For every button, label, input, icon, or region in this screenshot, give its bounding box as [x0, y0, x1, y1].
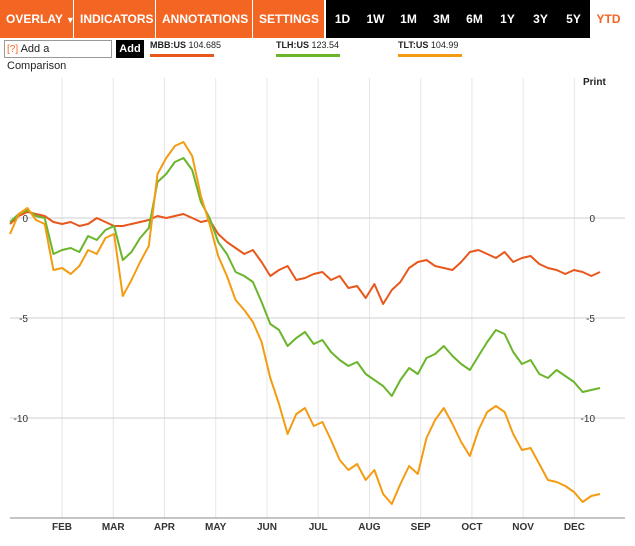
x-tick-label: JUL — [309, 522, 328, 533]
series-line-tlt-us — [9, 141, 601, 505]
x-tick-label: FEB — [52, 522, 72, 533]
settings-menu-label: SETTINGS — [259, 12, 320, 26]
legend-color-bar — [398, 54, 462, 57]
series-line-mbb-us — [9, 211, 601, 305]
y-tick-label-left: -10 — [14, 414, 29, 425]
x-tick-label: NOV — [512, 522, 534, 533]
x-tick-label: APR — [154, 522, 176, 533]
legend-color-bar — [150, 54, 214, 57]
overlay-menu-button[interactable]: OVERLAY ▼ — [0, 0, 75, 38]
x-tick-label: MAY — [205, 522, 227, 533]
range-1w-button[interactable]: 1W — [359, 0, 392, 38]
legend-item-tlh: TLH:US 123.54 — [276, 40, 340, 57]
y-tick-label-right: -10 — [581, 414, 596, 425]
annotations-menu-label: ANNOTATIONS — [162, 12, 249, 26]
legend-value: 104.99 — [430, 40, 459, 50]
legend-value: 104.685 — [188, 40, 222, 50]
range-1y-button[interactable]: 1Y — [491, 0, 524, 38]
legend-symbol: MBB:US — [150, 40, 186, 50]
chevron-down-icon: ▼ — [65, 15, 75, 25]
series-line-tlh-us — [9, 157, 601, 397]
range-6m-button[interactable]: 6M — [458, 0, 491, 38]
legend-color-bar — [276, 54, 340, 57]
legend-symbol: TLH:US — [276, 40, 309, 50]
range-3y-button[interactable]: 3Y — [524, 0, 557, 38]
add-comparison-input[interactable]: [?] Add a Comparison — [4, 40, 112, 72]
comparison-row: [?] Add a Comparison Add MBB:US 104.685 … — [0, 38, 635, 72]
print-link[interactable]: Print — [583, 77, 606, 88]
legend-item-mbb: MBB:US 104.685 — [150, 40, 222, 57]
range-3m-button[interactable]: 3M — [425, 0, 458, 38]
range-ytd-button[interactable]: YTD — [592, 0, 625, 38]
legend-value: 123.54 — [311, 40, 340, 50]
y-tick-label-left: 0 — [22, 214, 28, 225]
x-tick-label: MAR — [102, 522, 126, 533]
range-5y-button[interactable]: 5Y — [557, 0, 590, 38]
add-comparison-placeholder: Add a Comparison — [7, 43, 67, 72]
range-1m-button[interactable]: 1M — [392, 0, 425, 38]
x-tick-label: SEP — [411, 522, 431, 533]
annotations-menu-button[interactable]: ANNOTATIONS▼ — [156, 0, 260, 38]
x-tick-label: JUN — [257, 522, 277, 533]
legend-item-tlt: TLT:US 104.99 — [398, 40, 462, 57]
y-tick-label-right: -5 — [586, 314, 595, 325]
x-tick-label: OCT — [461, 522, 482, 533]
indicators-menu-label: INDICATORS — [80, 12, 154, 26]
add-comparison-button[interactable]: Add — [116, 40, 144, 58]
settings-menu-button[interactable]: SETTINGS▼ — [253, 0, 331, 38]
indicators-menu-button[interactable]: INDICATORS▼ — [74, 0, 165, 38]
range-1d-button[interactable]: 1D — [326, 0, 359, 38]
y-tick-label-left: -5 — [19, 314, 28, 325]
y-tick-label-right: 0 — [589, 214, 595, 225]
help-icon[interactable]: [?] — [7, 44, 19, 55]
x-tick-label: DEC — [564, 522, 585, 533]
line-chart: FEB MAR APR MAY JUN JUL AUG SEP OCT NOV DEC 0 0 -5 -5 -… — [9, 78, 625, 533]
x-tick-label: AUG — [358, 522, 380, 533]
legend-symbol: TLT:US — [398, 40, 429, 50]
chart-toolbar: OVERLAY▼ INDICATORS▼ ANNOTATIONS▼ SETTIN… — [0, 0, 635, 38]
overlay-menu-label: OVERLAY — [6, 12, 63, 26]
